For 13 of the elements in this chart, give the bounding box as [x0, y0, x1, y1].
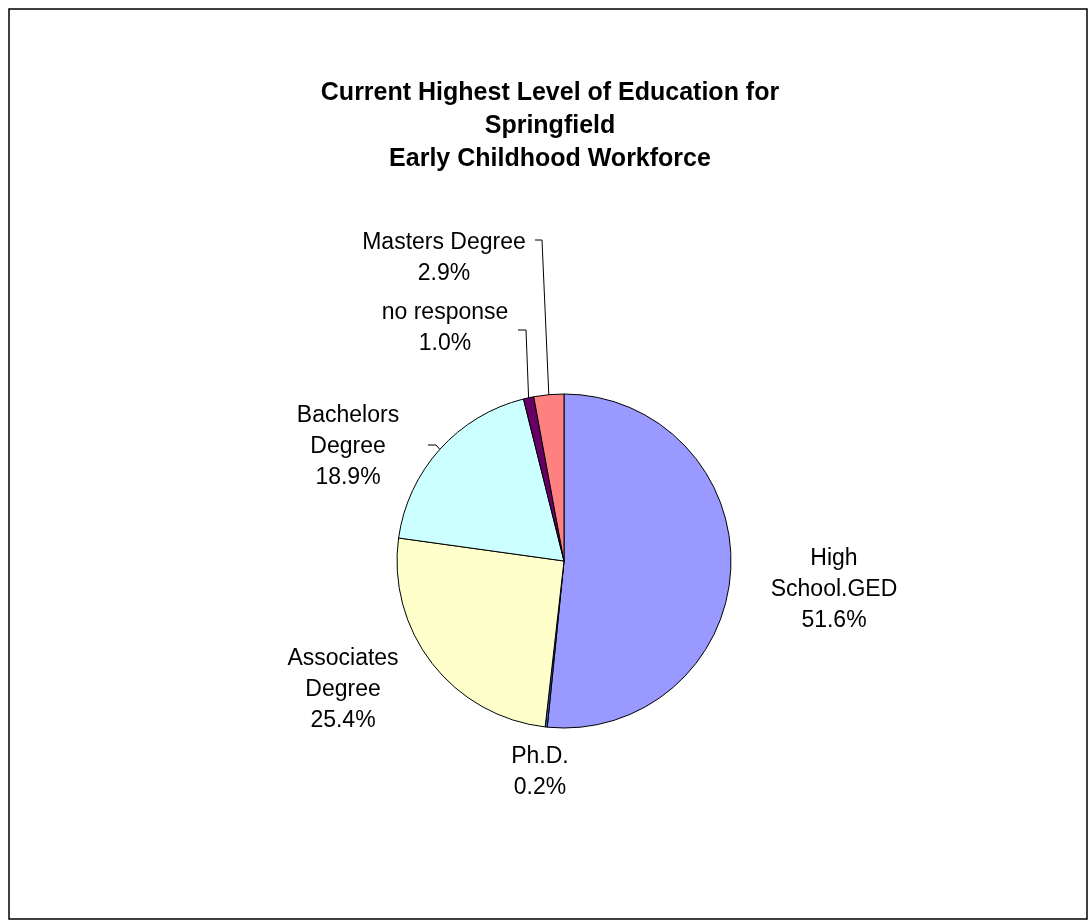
slice-label: Masters Degree [362, 227, 526, 254]
slice-label: Bachelors Degree [296, 401, 400, 458]
data-label: 25.4% [310, 706, 376, 732]
slice-label: Ph.D. [511, 741, 569, 768]
slice-label: Associates Degree [287, 644, 399, 701]
data-label: 18.9% [315, 463, 381, 489]
data-label: 1.0% [418, 328, 472, 355]
slice-label: High School.GED [770, 544, 898, 601]
slice-label: no response [381, 297, 509, 324]
data-label: 51.6% [801, 606, 867, 632]
data-label: 0.2% [513, 772, 567, 799]
chart-title: Current Highest Level of Education for Springfield Early Childhood Workforce [320, 77, 780, 171]
data-label: 2.9% [417, 258, 471, 285]
